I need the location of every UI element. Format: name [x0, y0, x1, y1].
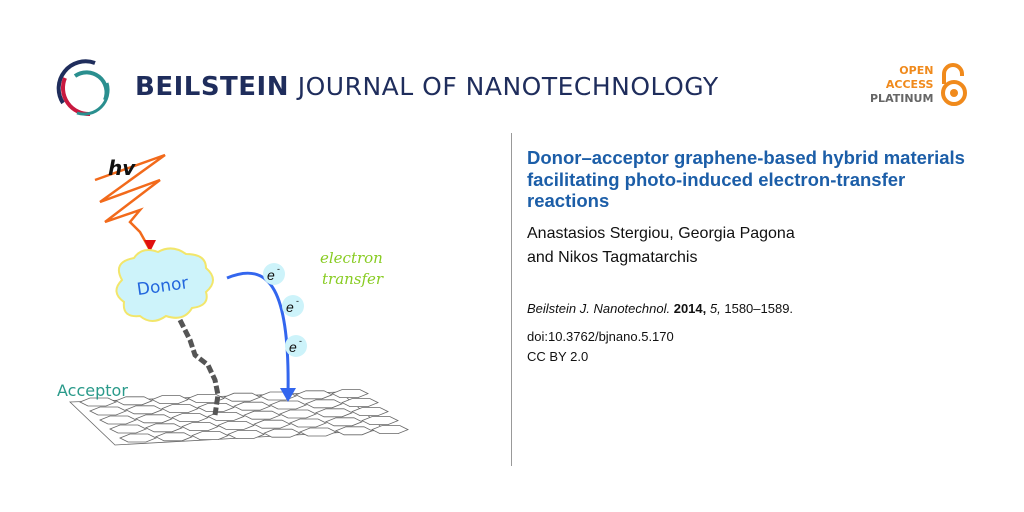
- article-title[interactable]: Donor–acceptor graphene-based hybrid mat…: [527, 147, 965, 211]
- hexagon: [335, 426, 373, 436]
- acceptor-label: Acceptor: [57, 381, 128, 400]
- svg-text:-: -: [299, 336, 302, 346]
- svg-text:e: e: [289, 339, 297, 355]
- journal-name: BEILSTEIN JOURNAL OF NANOTECHNOLOGY: [135, 72, 719, 102]
- hexagon: [119, 433, 157, 443]
- electron-label: electron: [320, 249, 383, 267]
- svg-text:-: -: [296, 296, 299, 306]
- license: CC BY 2.0: [527, 349, 589, 364]
- light-wave: [94, 153, 166, 251]
- hexagon: [151, 395, 189, 405]
- electrons: e- e- e-: [263, 263, 307, 357]
- hexagon: [115, 396, 153, 406]
- hexagon: [155, 432, 193, 442]
- authors: Anastasios Stergiou, Georgia Pagona and …: [527, 222, 795, 270]
- open-access-line1: OPEN: [899, 64, 934, 77]
- authors-line-1: Anastasios Stergiou, Georgia Pagona: [527, 225, 795, 242]
- hv-label: hv: [108, 156, 136, 180]
- hexagon: [263, 428, 301, 438]
- hexagon: [197, 402, 235, 412]
- hexagon: [305, 399, 343, 409]
- red-arrowhead: [144, 240, 156, 252]
- divider: [511, 133, 512, 466]
- hexagon: [279, 409, 317, 419]
- hexagon: [371, 425, 409, 435]
- hexagon: [361, 416, 399, 426]
- svg-text:e: e: [267, 267, 275, 283]
- svg-text:e: e: [286, 299, 294, 315]
- open-access-badge: OPEN ACCESS PLATINUM: [870, 64, 933, 106]
- hexagon: [243, 410, 281, 420]
- hexagon: [227, 429, 265, 439]
- hexagon: [99, 415, 137, 425]
- graphical-abstract: hv Donor e- e- e- electron transfer Acce…: [57, 153, 409, 446]
- graphene-sheet: [69, 389, 409, 446]
- electron-transfer-arrow: [226, 271, 290, 396]
- hexagon: [253, 419, 291, 429]
- hexagon: [331, 389, 369, 399]
- hexagon: [161, 404, 199, 414]
- hexagon: [223, 392, 261, 402]
- arrowhead: [280, 388, 296, 402]
- hexagon: [351, 407, 389, 417]
- hexagon: [299, 427, 337, 437]
- hexagon: [295, 390, 333, 400]
- donor-cloud: [115, 247, 214, 322]
- hexagon: [191, 431, 229, 441]
- hexagon: [171, 413, 209, 423]
- hexagon: [217, 420, 255, 430]
- hexagon: [125, 405, 163, 415]
- open-access-line2: ACCESS: [885, 78, 934, 91]
- hexagon: [315, 408, 353, 418]
- doi[interactable]: doi:10.3762/bjnano.5.170: [527, 329, 674, 344]
- authors-line-2: and Nikos Tagmatarchis: [527, 249, 698, 266]
- open-lock-icon: [941, 63, 967, 106]
- hexagon: [145, 423, 183, 433]
- beilstein-logo-icon: [56, 59, 110, 117]
- linker-chain: [177, 318, 221, 416]
- hexagon: [89, 406, 127, 416]
- svg-text:-: -: [277, 264, 280, 274]
- hexagon: [135, 414, 173, 424]
- transfer-label: transfer: [322, 270, 384, 288]
- hexagon: [341, 398, 379, 408]
- hexagon: [325, 417, 363, 427]
- hexagon: [79, 397, 117, 407]
- hexagon: [181, 422, 219, 432]
- hexagon: [289, 418, 327, 428]
- hexagon: [109, 424, 147, 434]
- citation: Beilstein J. Nanotechnol. 2014, 5, 1580–…: [527, 301, 794, 316]
- hexagon: [269, 400, 307, 410]
- hexagon: [233, 401, 271, 411]
- open-access-line3: PLATINUM: [870, 92, 934, 105]
